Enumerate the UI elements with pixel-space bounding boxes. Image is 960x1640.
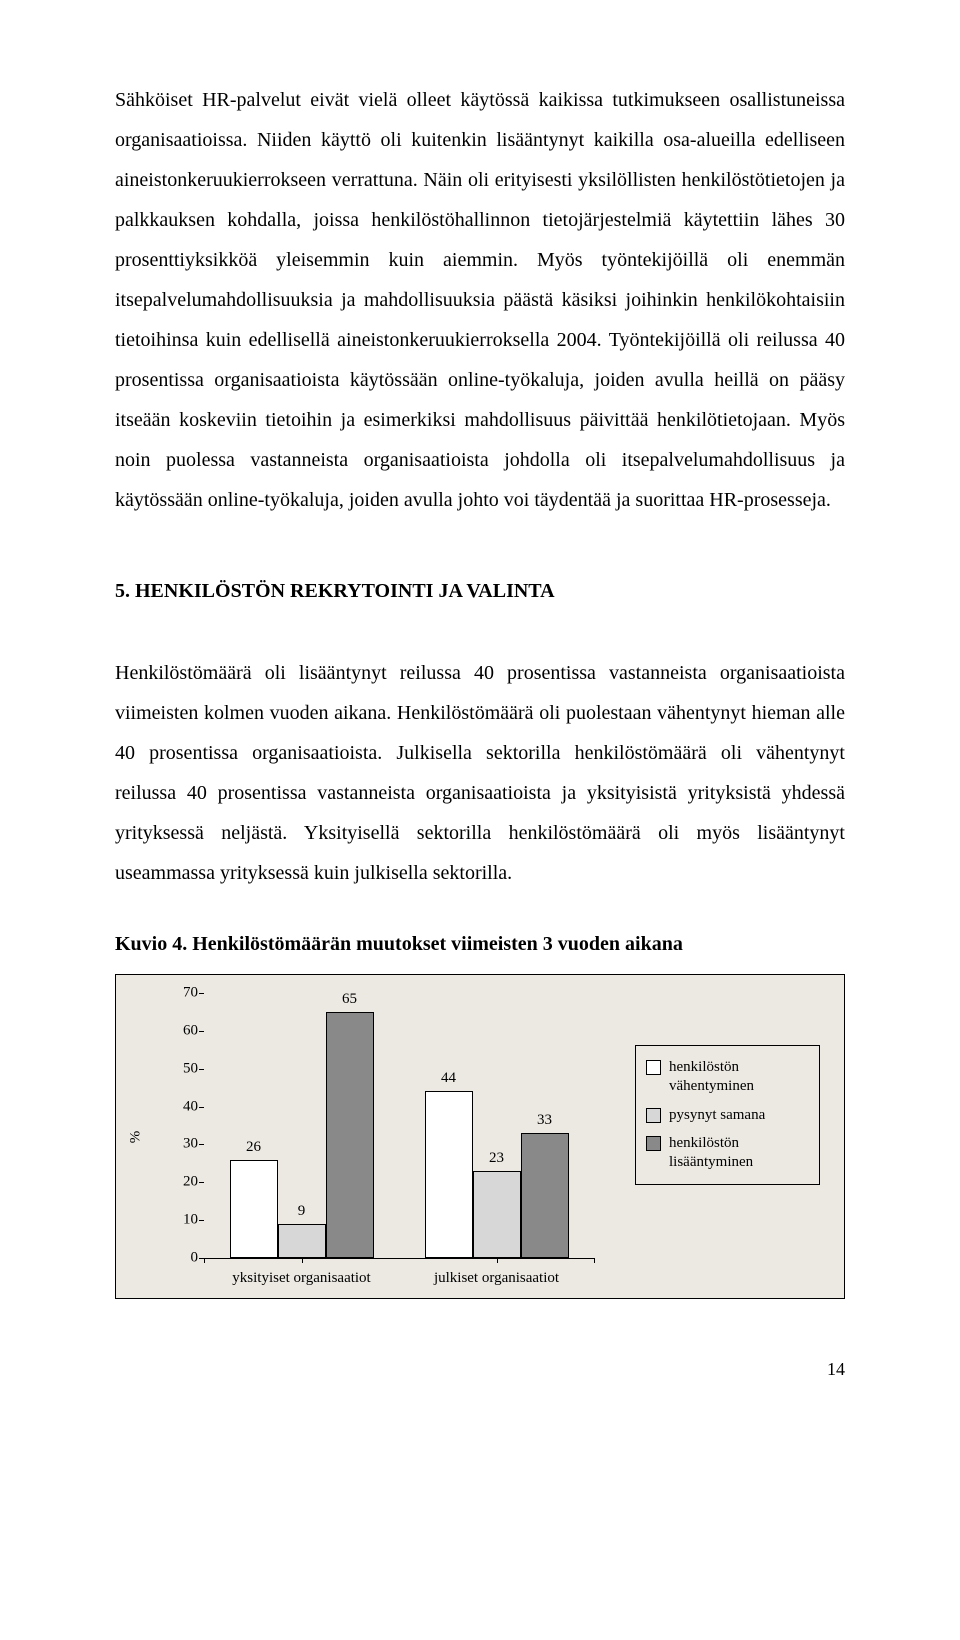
legend-swatch — [646, 1060, 661, 1075]
bar-chart: % 26 9 65 44 23 33 henkilöstön vähentyminen py… — [115, 974, 845, 1299]
plot-area: 26 9 65 44 23 33 — [204, 993, 594, 1258]
y-tick-label: 20 — [176, 1174, 198, 1191]
y-tick-label: 70 — [176, 985, 198, 1002]
y-tick-mark — [199, 993, 204, 994]
bar-value-label: 26 — [230, 1139, 278, 1156]
x-tick-mark — [497, 1258, 498, 1263]
legend-item: henkilöstön vähentyminen — [646, 1058, 809, 1096]
legend: henkilöstön vähentyminen pysynyt samana he… — [635, 1045, 820, 1185]
legend-label: henkilöstön vähentyminen — [669, 1058, 809, 1096]
bar-value-label: 33 — [521, 1112, 569, 1129]
x-category-label: julkiset organisaatiot — [399, 1270, 594, 1287]
x-axis-line — [204, 1258, 594, 1259]
y-tick-mark — [199, 1182, 204, 1183]
y-tick-mark — [199, 1220, 204, 1221]
page: Sähköiset HR-palvelut eivät vielä olleet… — [0, 0, 960, 1420]
legend-label: pysynyt samana — [669, 1106, 765, 1125]
legend-item: henkilöstön lisääntyminen — [646, 1134, 809, 1172]
bar — [326, 1012, 374, 1258]
y-tick-label: 10 — [176, 1212, 198, 1229]
y-tick-mark — [199, 1144, 204, 1145]
paragraph-2: Henkilöstömäärä oli lisääntynyt reilussa… — [115, 653, 845, 893]
legend-item: pysynyt samana — [646, 1106, 809, 1125]
y-tick-label: 0 — [176, 1250, 198, 1267]
legend-label: henkilöstön lisääntyminen — [669, 1134, 809, 1172]
y-tick-mark — [199, 1069, 204, 1070]
bar-value-label: 23 — [473, 1150, 521, 1167]
legend-swatch — [646, 1136, 661, 1151]
x-tick-mark — [594, 1258, 595, 1263]
y-tick-mark — [199, 1031, 204, 1032]
bar — [230, 1160, 278, 1258]
x-tick-mark — [204, 1258, 205, 1263]
legend-swatch — [646, 1108, 661, 1123]
bar — [425, 1091, 473, 1258]
chart-title: Kuvio 4. Henkilöstömäärän muutokset viim… — [115, 933, 845, 956]
y-tick-label: 40 — [176, 1098, 198, 1115]
y-tick-label: 60 — [176, 1022, 198, 1039]
section-heading: 5. HENKILÖSTÖN REKRYTOINTI JA VALINTA — [115, 580, 845, 603]
y-axis-label: % — [128, 1130, 145, 1143]
page-number: 14 — [115, 1359, 845, 1380]
y-tick-label: 30 — [176, 1136, 198, 1153]
x-category-label: yksityiset organisaatiot — [204, 1270, 399, 1287]
y-tick-label: 50 — [176, 1060, 198, 1077]
bar — [521, 1133, 569, 1258]
bar-value-label: 44 — [425, 1070, 473, 1087]
paragraph-1: Sähköiset HR-palvelut eivät vielä olleet… — [115, 80, 845, 520]
bar — [473, 1171, 521, 1258]
bar-value-label: 9 — [278, 1203, 326, 1220]
x-tick-mark — [302, 1258, 303, 1263]
y-tick-mark — [199, 1107, 204, 1108]
bar — [278, 1224, 326, 1258]
bar-value-label: 65 — [326, 991, 374, 1008]
